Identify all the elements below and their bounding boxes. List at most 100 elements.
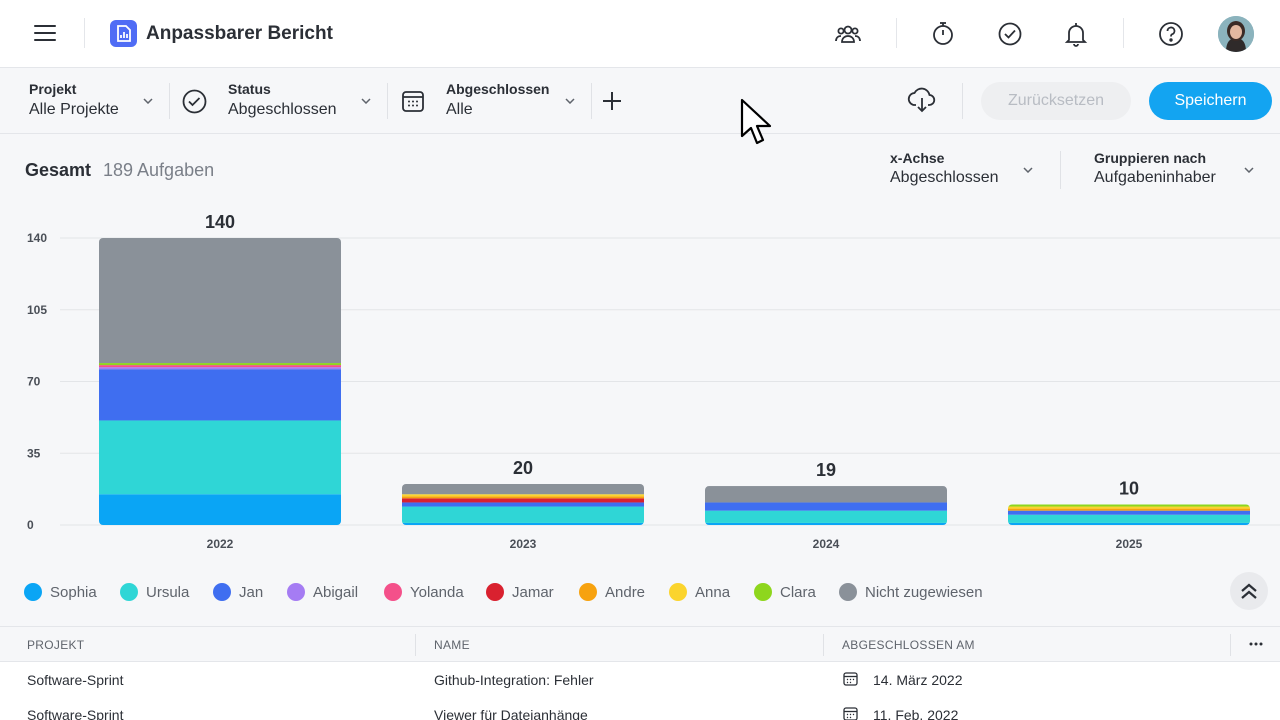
bell-icon[interactable] [1062, 20, 1090, 48]
table-header: PROJEKT NAME ABGESCHLOSSEN AM [0, 627, 1280, 662]
legend-label: Nicht zugewiesen [865, 584, 983, 601]
cell-project: Software-Sprint [27, 672, 124, 688]
completed-date-filter[interactable]: Abgeschlossen Alle [446, 81, 549, 119]
chevron-down-icon[interactable] [1023, 167, 1033, 173]
x-tick-label: 2024 [813, 537, 840, 551]
double-chevron-up-icon [1241, 583, 1257, 599]
group-by-label: Gruppieren nach [1094, 150, 1207, 166]
filter-bar: Projekt Alle Projekte Status Abgeschloss… [0, 68, 1280, 134]
timer-icon[interactable] [929, 20, 957, 48]
bar-segment[interactable] [705, 502, 947, 511]
check-circle-icon[interactable] [996, 20, 1024, 48]
project-filter[interactable]: Projekt Alle Projekte [29, 81, 119, 119]
filter-divider [387, 83, 388, 119]
chevron-down-icon[interactable] [1244, 167, 1254, 173]
bar-segment[interactable] [99, 363, 341, 366]
column-header-project[interactable]: PROJEKT [27, 638, 85, 652]
collapse-chart-button[interactable] [1230, 572, 1268, 610]
table-row[interactable]: Software-Sprint Github-Integration: Fehl… [0, 662, 1280, 697]
chevron-down-icon[interactable] [565, 98, 575, 104]
bar-stack[interactable] [1008, 504, 1250, 526]
bar-segment[interactable] [99, 369, 341, 421]
group-by-value: Aufgabeninhaber [1094, 169, 1216, 186]
legend-swatch [384, 583, 402, 601]
x-axis-select[interactable]: x-Achse Abgeschlossen [890, 150, 999, 187]
column-divider[interactable] [1230, 634, 1231, 656]
filter-value: Alle Projekte [29, 101, 119, 118]
save-button[interactable]: Speichern [1149, 82, 1272, 120]
y-tick-label: 70 [27, 375, 41, 389]
bar-segment[interactable] [1008, 522, 1250, 525]
bar-segment[interactable] [402, 506, 644, 523]
y-tick-label: 35 [27, 446, 41, 460]
cloud-download-icon[interactable] [907, 86, 937, 114]
chevron-down-icon[interactable] [361, 98, 371, 104]
filter-label: Status [228, 81, 271, 97]
column-divider[interactable] [823, 634, 824, 656]
bar-segment[interactable] [402, 522, 644, 525]
team-icon[interactable] [834, 20, 862, 48]
legend-swatch [120, 583, 138, 601]
reset-button[interactable]: Zurücksetzen [981, 82, 1131, 120]
legend-label: Anna [695, 584, 731, 601]
legend-swatch [579, 583, 597, 601]
bar-segment[interactable] [99, 365, 341, 368]
filter-divider [591, 83, 592, 119]
bar-segment[interactable] [99, 367, 341, 370]
filter-label: Projekt [29, 81, 77, 97]
status-filter[interactable]: Status Abgeschlossen [228, 81, 337, 119]
header-divider [1123, 18, 1124, 48]
column-header-completed[interactable]: ABGESCHLOSSEN AM [842, 638, 975, 652]
legend-swatch [839, 583, 857, 601]
bar-segment[interactable] [1008, 504, 1250, 507]
bar-segment[interactable] [705, 522, 947, 525]
legend-swatch [213, 583, 231, 601]
bar-segment[interactable] [1008, 514, 1250, 523]
x-axis-label: x-Achse [890, 150, 945, 166]
bar-segment[interactable] [402, 484, 644, 495]
add-filter-button[interactable] [601, 90, 623, 112]
bar-segment[interactable] [402, 496, 644, 499]
bar-total-label: 140 [205, 212, 235, 232]
more-options-icon[interactable] [1248, 637, 1264, 651]
bar-segment[interactable] [402, 494, 644, 497]
column-header-name[interactable]: NAME [434, 638, 470, 652]
y-tick-label: 105 [27, 303, 47, 317]
bar-segment[interactable] [99, 494, 341, 525]
legend-label: Jan [239, 584, 264, 601]
group-by-select[interactable]: Gruppieren nach Aufgabeninhaber [1094, 150, 1216, 187]
calendar-icon [402, 91, 424, 112]
bar-segment[interactable] [402, 502, 644, 507]
help-icon[interactable] [1157, 20, 1185, 48]
bar-total-label: 10 [1119, 479, 1139, 499]
x-tick-label: 2023 [510, 537, 537, 551]
cell-name: Github-Integration: Fehler [434, 672, 594, 688]
legend-label: Ursula [146, 584, 190, 601]
bar-stack[interactable] [402, 484, 644, 525]
total-count: 189 Aufgaben [103, 160, 215, 180]
bar-segment[interactable] [99, 238, 341, 364]
bar-segment[interactable] [99, 420, 341, 495]
bar-segment[interactable] [402, 498, 644, 503]
bar-segment[interactable] [1008, 508, 1250, 511]
table-row[interactable]: Software-Sprint Viewer für Dateianhänge … [0, 697, 1280, 720]
column-divider[interactable] [415, 634, 416, 656]
legend-label: Abigail [313, 584, 359, 601]
user-avatar[interactable] [1218, 16, 1254, 52]
calendar-icon [843, 672, 858, 686]
bar-segment[interactable] [1008, 510, 1250, 515]
bar-segment[interactable] [705, 486, 947, 503]
header-divider [896, 18, 897, 48]
bar-segment[interactable] [705, 510, 947, 523]
bar-segment[interactable] [1008, 506, 1250, 509]
chevron-down-icon[interactable] [143, 98, 153, 104]
legend-swatch [754, 583, 772, 601]
stacked-bar-chart: 0 35 70 105 140 140 2022 20 2023 19 2024 10 2025 [27, 212, 1280, 551]
hamburger-menu-icon[interactable] [34, 25, 56, 43]
filter-divider [962, 83, 963, 119]
legend-swatch [669, 583, 687, 601]
filter-value: Alle [446, 101, 473, 118]
app-title: Anpassbarer Bericht [146, 23, 333, 44]
bar-stack[interactable] [99, 238, 341, 525]
bar-stack[interactable] [705, 486, 947, 525]
